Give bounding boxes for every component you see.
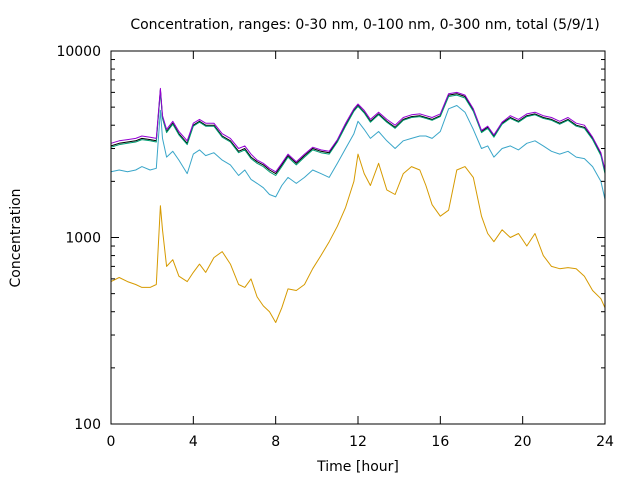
x-ticks: 0 4 8 12 16 20 24 (107, 51, 614, 450)
x-tick-label: 8 (271, 434, 280, 450)
y-tick-label: 10000 (56, 44, 101, 60)
x-tick-label: 24 (596, 434, 614, 450)
series-line-5 (110, 87, 606, 173)
y-tick-label: 1000 (65, 231, 101, 247)
x-tick-label: 4 (189, 434, 198, 450)
chart-title: Concentration, ranges: 0-30 nm, 0-100 nm… (130, 17, 599, 33)
x-tick-label: 0 (107, 434, 116, 450)
y-axis-label: Concentration (8, 188, 24, 287)
series-line-2 (110, 105, 606, 200)
x-tick-label: 16 (431, 434, 449, 450)
plot-lines (110, 87, 606, 323)
x-tick-label: 12 (349, 434, 367, 450)
y-ticks: 100 1000 10000 (56, 44, 605, 433)
series-line-3 (110, 89, 606, 175)
y-tick-label: 100 (74, 417, 101, 433)
x-axis-label: Time [hour] (316, 459, 399, 475)
x-tick-label: 20 (514, 434, 532, 450)
series-line-1 (110, 153, 606, 323)
series-line-4 (110, 90, 606, 176)
